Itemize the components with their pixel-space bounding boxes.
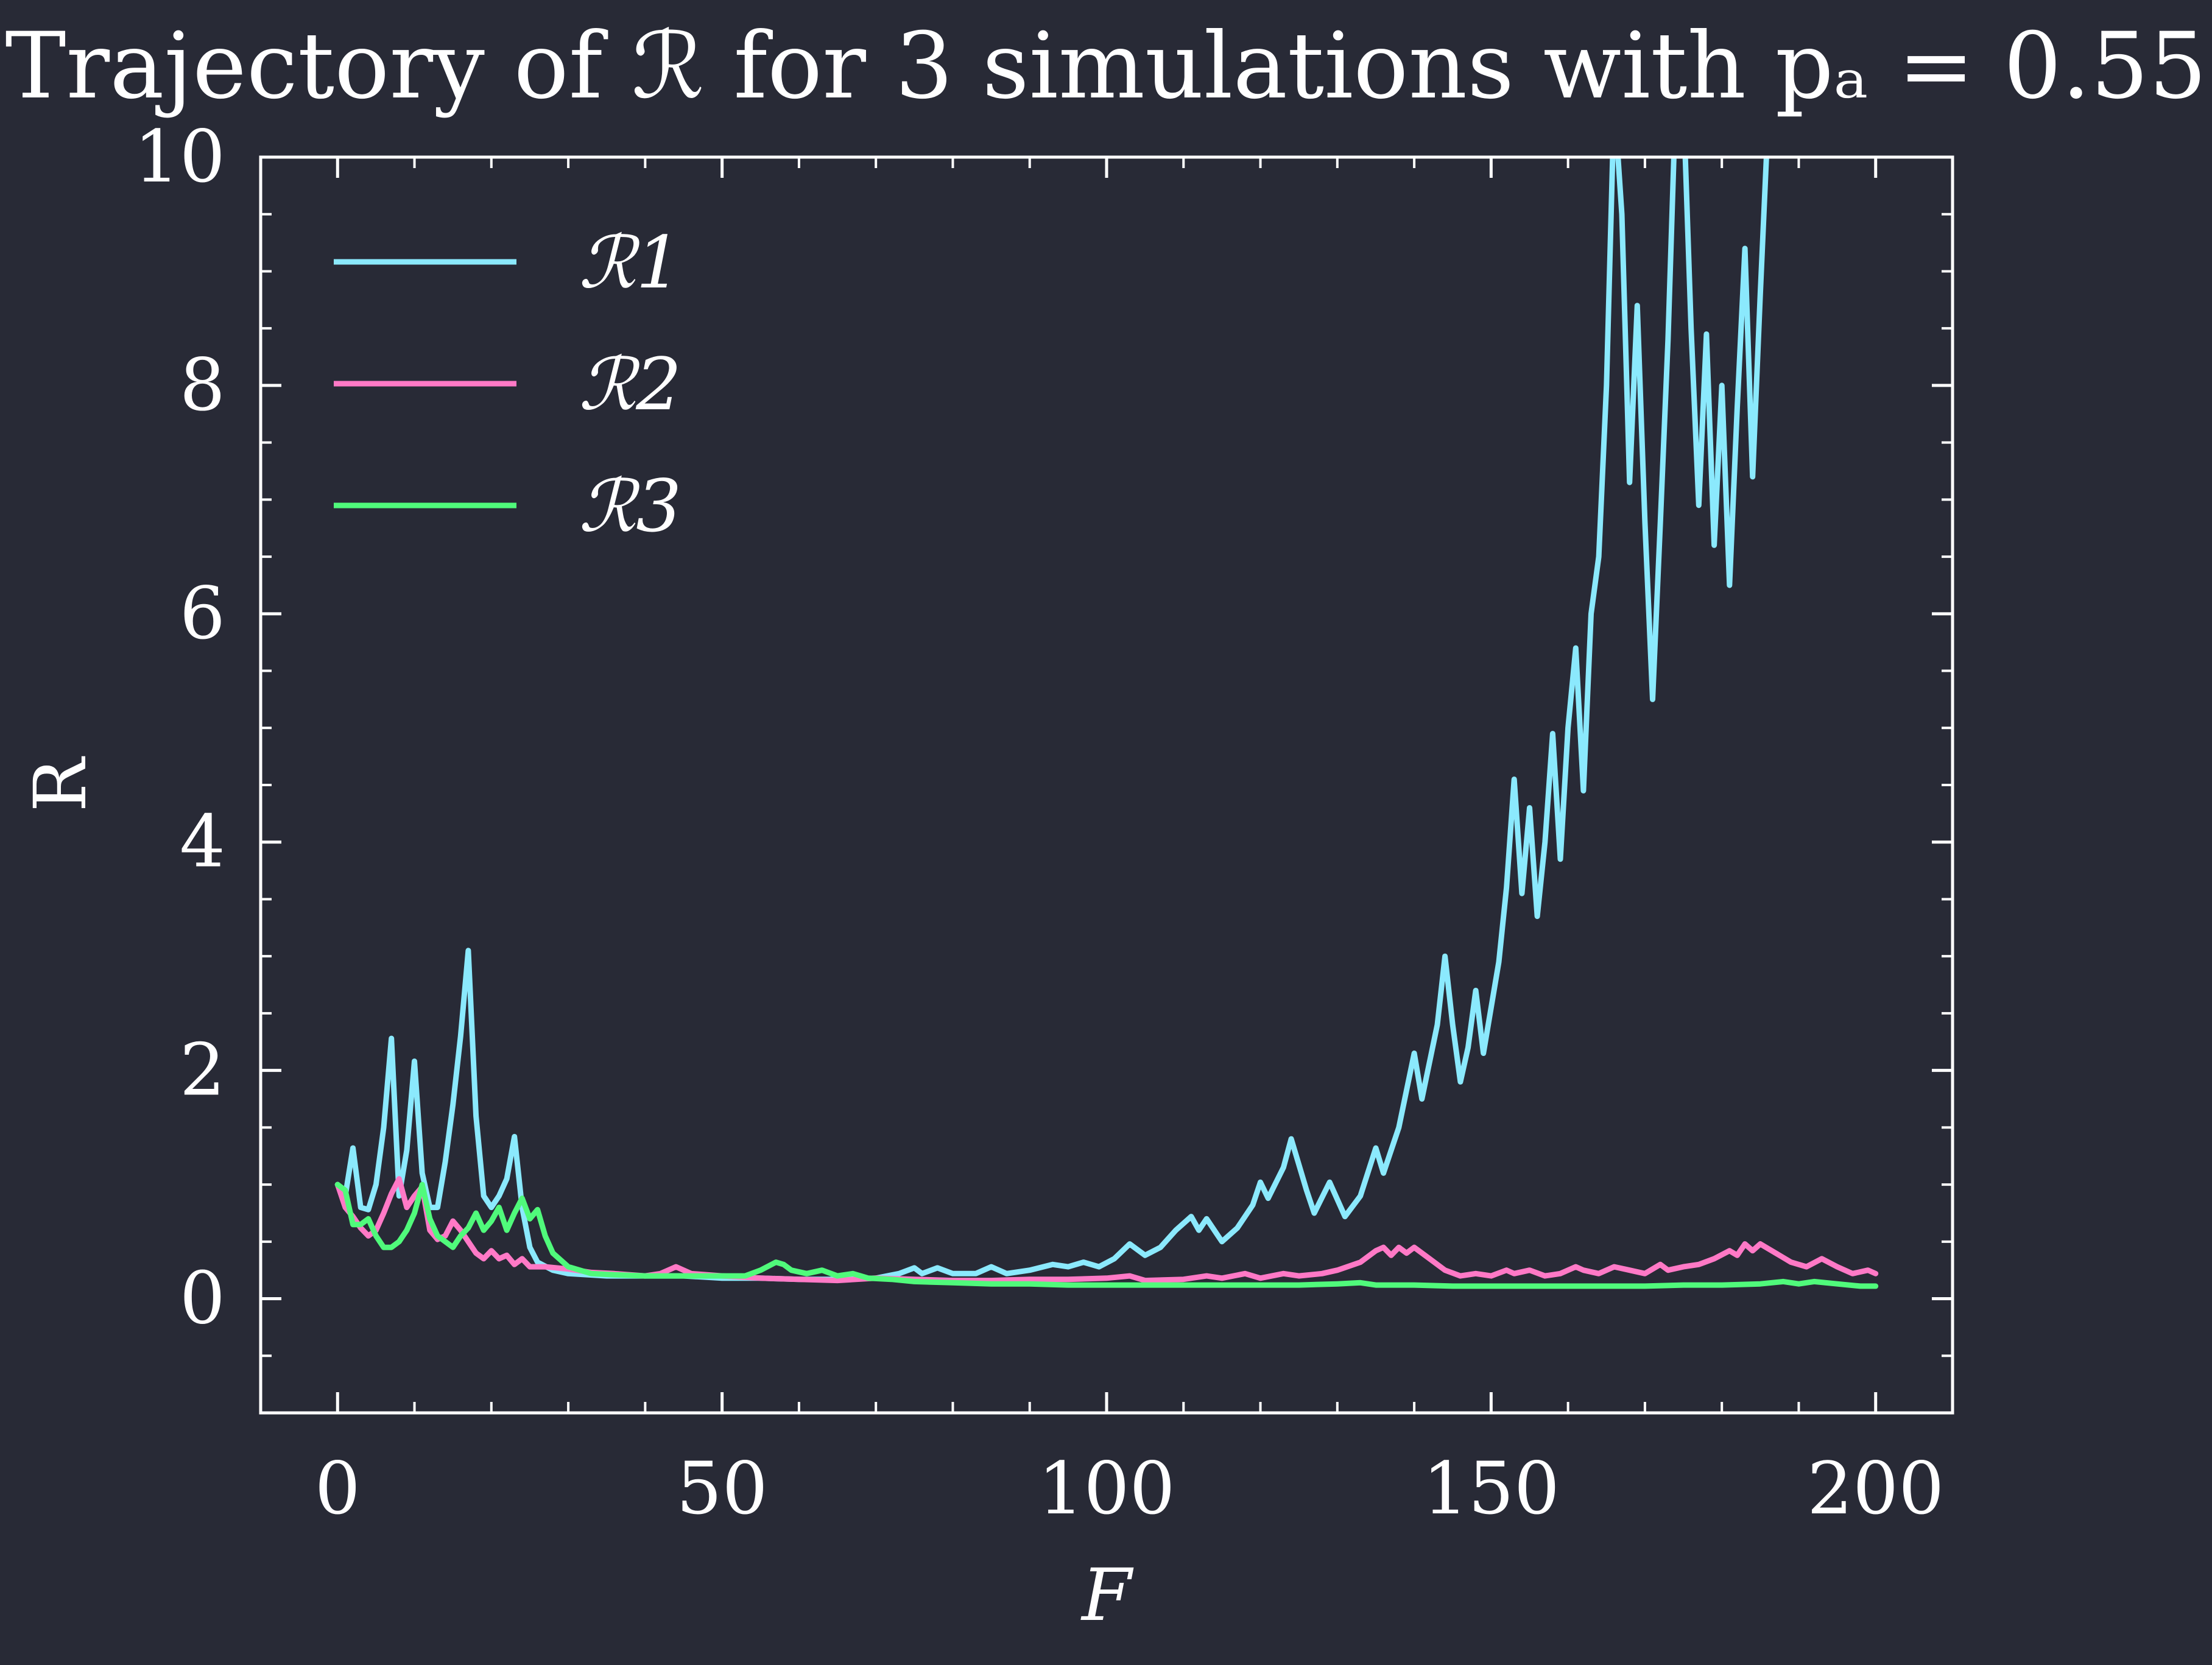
y-tick-label: 2 [180,1028,225,1112]
x-tick-label: 0 [315,1446,361,1530]
y-tick-label: 0 [180,1256,225,1340]
plot-frame [259,155,1954,1415]
x-tick-label: 100 [1038,1446,1175,1530]
legend-label-1: ℛ1 [579,220,682,304]
legend: ℛ1 ℛ2 ℛ3 [334,220,682,548]
x-tick-label: 200 [1807,1446,1944,1530]
legend-label-2: ℛ2 [579,342,682,426]
chart-title: Trajectory of ℛ for 3 simulations with p… [5,13,2207,119]
x-tick-label: 150 [1423,1446,1560,1530]
y-tick-label: 8 [180,343,225,427]
y-axis-label: R [18,756,102,812]
legend-label-3: ℛ3 [579,464,682,548]
y-tick-label: 10 [134,114,225,199]
series-line-1 [334,157,1769,1283]
y-tick-label: 6 [180,571,225,655]
ticks-layer: 0 50 100 150 200 0 2 4 6 8 10 [134,114,1953,1530]
series-line-3 [334,1181,1879,1289]
y-tick-label: 4 [180,800,225,884]
series-layer [334,157,1879,1289]
x-tick-label: 50 [677,1446,768,1530]
x-axis-label: F [1080,1553,1134,1637]
series-line-2 [334,1176,1879,1284]
